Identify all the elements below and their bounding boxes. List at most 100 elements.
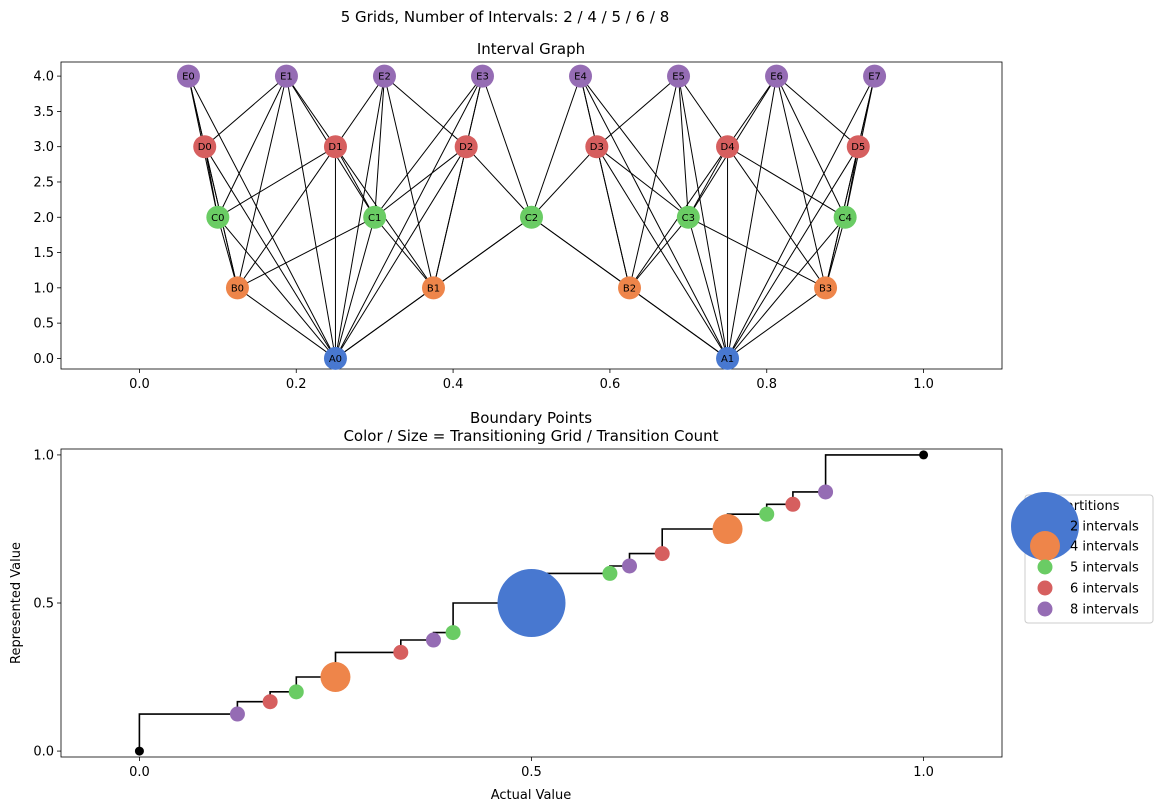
node-D4 [716,135,740,159]
y-tick-label: 0.5 [33,317,54,332]
edge-D1-E2 [335,75,385,147]
edge-C1-E2 [374,76,385,218]
edge-D1-E1 [286,75,336,147]
node-B0 [225,276,249,300]
boundary-points-y-ticks: 0.0 0.5 1.0 [33,448,61,760]
edge-D3-E4 [580,76,598,147]
edge-A0-E0 [187,75,336,359]
node-C1 [363,205,387,229]
boundary-point-3 [320,662,351,693]
node-A0 [323,346,347,370]
node-label-A0: A0 [329,354,342,365]
node-D0 [193,135,217,159]
boundary-points-panel: Boundary Points Color / Size = Transitio… [9,409,1003,803]
edge-B0-D1 [237,146,336,289]
node-C2 [520,205,543,229]
boundary-point-8 [602,565,618,581]
boundary-point-0 [229,706,245,722]
node-B2 [618,276,642,300]
edge-B3-C3 [688,216,826,289]
node-label-B3: B3 [819,283,832,294]
edge-A1-D5 [727,146,859,359]
edge-B0-C0 [217,217,238,288]
y-tick-label: 1.5 [33,246,54,261]
edge-D2-E2 [384,75,467,148]
node-C0 [206,205,230,229]
edge-A0-E2 [334,76,385,359]
x-tick-label: 0.5 [521,765,542,780]
node-label-C0: C0 [211,213,224,224]
node-label-D0: D0 [198,142,212,153]
x-tick-label: 1.0 [913,765,934,780]
edge-A1-E7 [727,75,876,359]
y-tick-label: 0.0 [33,745,54,760]
node-label-D3: D3 [590,142,604,153]
edge-A1-E6 [727,76,778,359]
edge-C1-D2 [374,146,467,218]
node-D1 [323,135,347,159]
x-tick-label: 1.0 [913,377,934,392]
y-tick-label: 0.0 [33,352,54,367]
node-label-A1: A1 [721,354,734,365]
edge-B1-C1 [374,216,434,289]
boundary-point-6 [445,625,461,641]
step-endpoint-1 [919,450,929,460]
step-endpoint-0 [134,746,144,756]
y-tick-label: 0.5 [33,597,54,612]
edge-C4-D4 [727,146,846,218]
boundary-points-title: Boundary Points [470,409,592,427]
node-label-E0: E0 [182,72,195,83]
node-label-B0: B0 [231,283,244,294]
y-tick-label: 2.0 [33,211,54,226]
edge-C2-E3 [482,75,532,218]
node-label-C1: C1 [368,213,381,224]
node-D2 [454,135,478,159]
edge-C3-E5 [678,76,689,218]
edge-C1-D1 [335,146,376,218]
edge-B2-C2 [531,216,630,289]
edge-D4-E5 [678,75,728,147]
node-label-E2: E2 [378,72,391,83]
edge-D4-E6 [727,75,777,147]
x-tick-label: 0.2 [286,377,307,392]
node-label-E3: E3 [476,72,489,83]
node-label-D2: D2 [459,142,473,153]
node-B3 [814,276,838,300]
boundary-point-10 [654,546,670,562]
y-tick-label: 1.0 [33,448,54,463]
legend-label-2: 4 intervals [1070,540,1139,555]
edge-B3-E6 [776,76,827,288]
boundary-points-x-ticks: 0.0 0.5 1.0 [129,757,934,780]
boundary-point-9 [622,558,638,574]
y-tick-label: 1.0 [33,281,54,296]
edge-B2-E5 [629,76,680,288]
edge-C3-D4 [687,146,728,218]
edge-C1-E3 [374,75,483,218]
node-B1 [421,276,445,300]
boundary-point-2 [288,684,304,700]
legend-marker-3 [1037,559,1053,575]
legend-label-4: 6 intervals [1070,582,1139,597]
boundary-point-14 [818,484,834,500]
edge-B2-C3 [629,216,689,289]
node-label-E1: E1 [280,72,293,83]
node-label-E4: E4 [574,72,587,83]
edge-B0-E1 [236,76,287,288]
edge-A1-E5 [678,76,729,359]
node-E2 [372,64,396,88]
edge-B0-C1 [237,216,375,289]
edge-A0-D2 [335,146,467,359]
y-tick-label: 3.5 [33,105,54,120]
y-axis-label: Represented Value [9,542,24,664]
node-label-E6: E6 [770,72,783,83]
edge-A0-C1 [334,217,376,359]
node-E7 [863,64,887,88]
node-E1 [274,64,298,88]
x-tick-label: 0.8 [756,377,777,392]
node-C4 [833,205,857,229]
node-label-D5: D5 [851,142,865,153]
edge-A0-D0 [204,146,336,359]
legend-label-5: 8 intervals [1070,603,1139,618]
x-tick-label: 0.4 [443,377,464,392]
